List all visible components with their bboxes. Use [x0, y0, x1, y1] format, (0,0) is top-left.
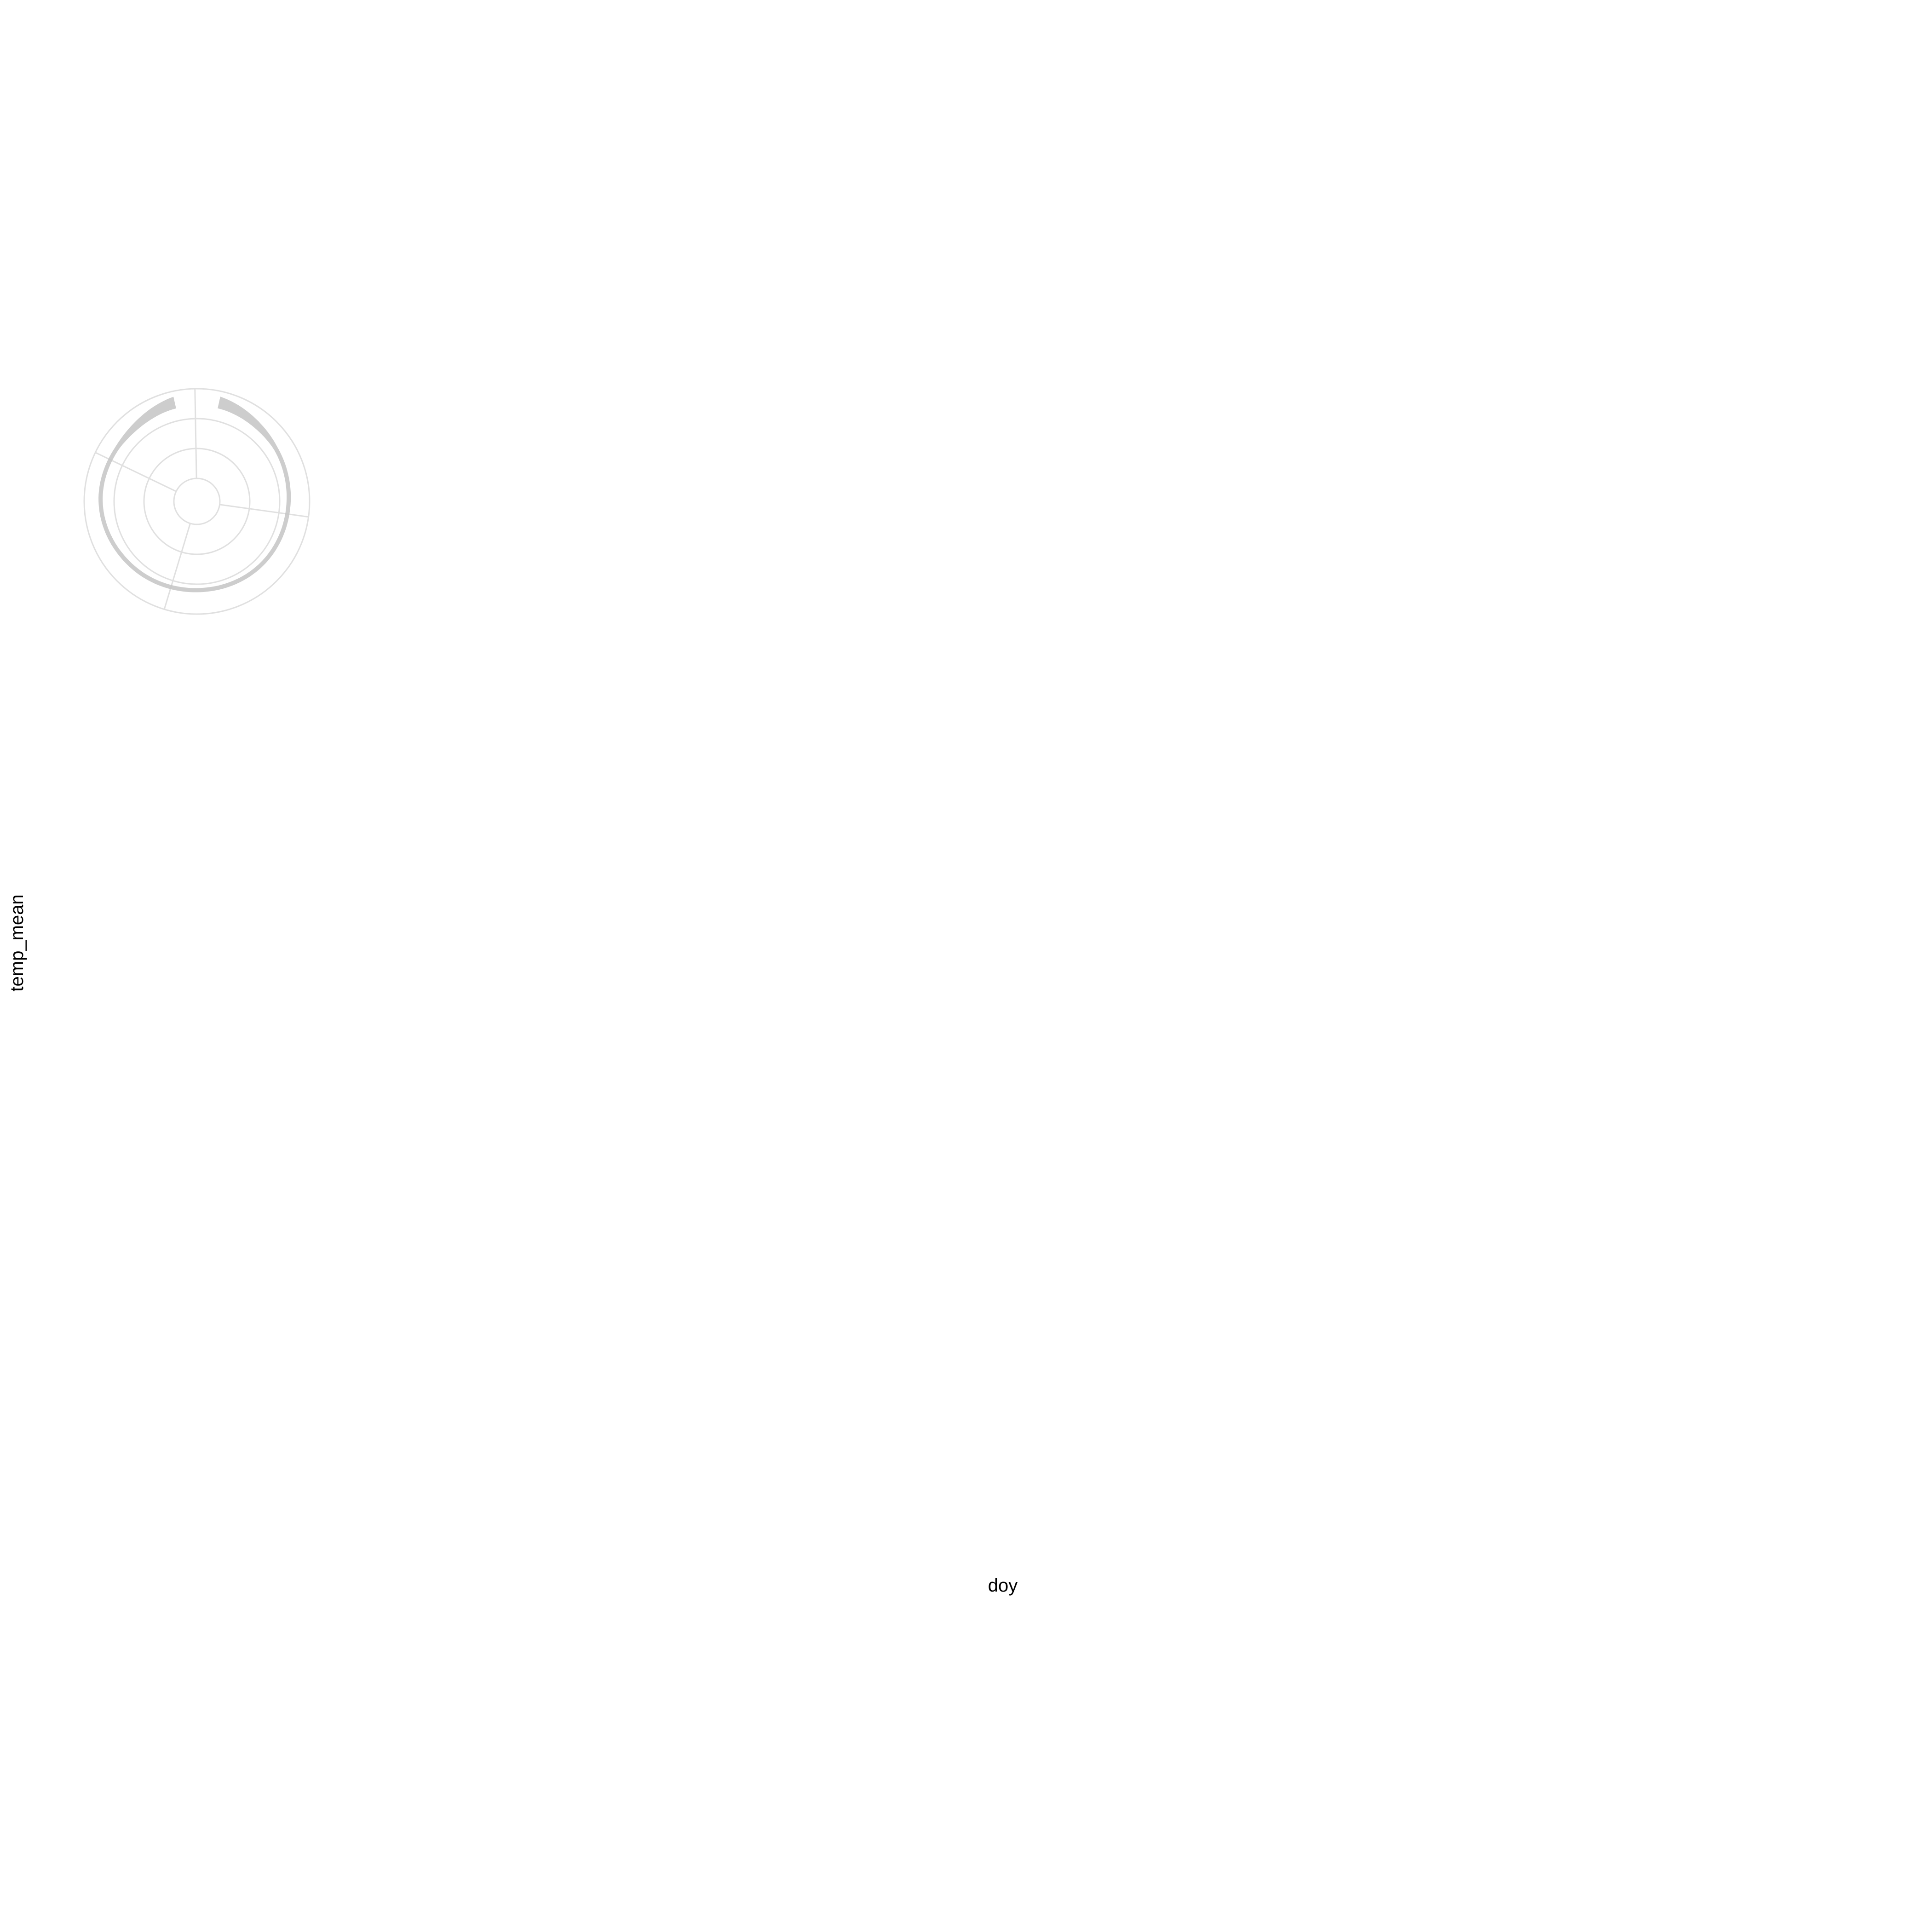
grid-circle — [143, 448, 251, 555]
y-axis-title: temp_mean — [7, 894, 27, 991]
facet-panel — [83, 388, 310, 615]
grid-circle — [83, 388, 310, 615]
grid-spoke — [163, 523, 191, 610]
grid-spoke — [219, 504, 309, 518]
grid-circle — [113, 418, 281, 585]
grid-circle — [173, 477, 221, 525]
x-axis-title: doy — [988, 1576, 1018, 1596]
facet-panels — [83, 388, 310, 615]
grid-spoke — [194, 389, 197, 479]
